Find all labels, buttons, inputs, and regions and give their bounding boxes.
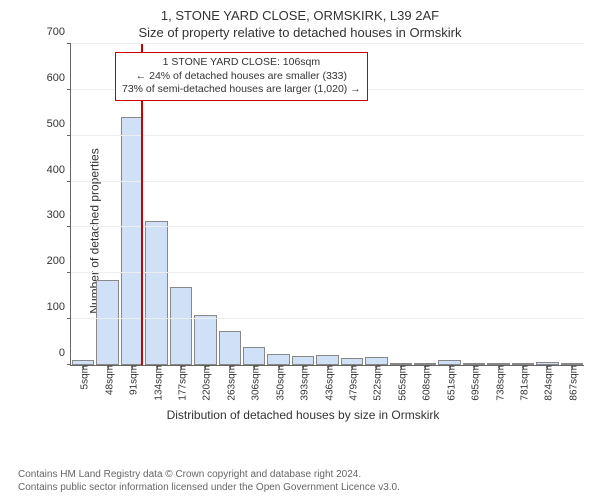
bar [145, 221, 167, 365]
xtick-label: 393sqm [296, 365, 311, 401]
xtick-label: 306sqm [247, 365, 262, 401]
x-axis-label: Distribution of detached houses by size … [18, 408, 588, 422]
xtick-label: 565sqm [393, 365, 408, 401]
xtick-label: 263sqm [222, 365, 237, 401]
ytick-label: 600 [47, 72, 71, 84]
annotation-line: ← 24% of detached houses are smaller (33… [122, 70, 361, 84]
xtick-label: 608sqm [418, 365, 433, 401]
gridline [71, 43, 584, 44]
bar [341, 358, 363, 365]
chart-subtitle: Size of property relative to detached ho… [0, 23, 600, 44]
xtick-label: 824sqm [540, 365, 555, 401]
xtick-label: 134sqm [149, 365, 164, 401]
ytick-mark [67, 364, 71, 365]
gridline [71, 318, 584, 319]
xtick-label: 5sqm [76, 365, 91, 389]
bar [316, 355, 338, 365]
bar [365, 357, 387, 365]
bar [243, 347, 265, 365]
xtick-label: 781sqm [515, 365, 530, 401]
ytick-mark [67, 89, 71, 90]
footer-line-1: Contains HM Land Registry data © Crown c… [18, 469, 400, 482]
ytick-label: 300 [47, 209, 71, 221]
xtick-label: 436sqm [320, 365, 335, 401]
annotation-line: 1 STONE YARD CLOSE: 106sqm [122, 56, 361, 70]
bar [267, 354, 289, 365]
ytick-mark [67, 226, 71, 227]
xtick-label: 867sqm [564, 365, 579, 401]
xtick-label: 220sqm [198, 365, 213, 401]
xtick-label: 738sqm [491, 365, 506, 401]
ytick-label: 200 [47, 255, 71, 267]
ytick-label: 400 [47, 164, 71, 176]
ytick-mark [67, 318, 71, 319]
ytick-label: 100 [47, 301, 71, 313]
xtick-label: 91sqm [125, 365, 140, 395]
bar [292, 356, 314, 365]
ytick-label: 500 [47, 118, 71, 130]
chart-container: Number of detached properties 5sqm48sqm9… [18, 42, 588, 420]
gridline [71, 272, 584, 273]
gridline [71, 226, 584, 227]
xtick-label: 48sqm [100, 365, 115, 395]
xtick-label: 651sqm [442, 365, 457, 401]
page-title: 1, STONE YARD CLOSE, ORMSKIRK, L39 2AF [0, 0, 600, 23]
xtick-label: 695sqm [467, 365, 482, 401]
footer-line-2: Contains public sector information licen… [18, 482, 400, 495]
annotation-line: 73% of semi-detached houses are larger (… [122, 83, 361, 97]
bar [96, 280, 118, 365]
xtick-label: 522sqm [369, 365, 384, 401]
xtick-label: 350sqm [271, 365, 286, 401]
bar [194, 315, 216, 365]
bar [170, 287, 192, 365]
bar [219, 331, 241, 365]
ytick-mark [67, 43, 71, 44]
xtick-label: 479sqm [344, 365, 359, 401]
ytick-label: 0 [59, 347, 71, 359]
ytick-mark [67, 272, 71, 273]
gridline [71, 135, 584, 136]
plot-area: 5sqm48sqm91sqm134sqm177sqm220sqm263sqm30… [70, 44, 584, 366]
ytick-mark [67, 135, 71, 136]
footer-credits: Contains HM Land Registry data © Crown c… [18, 469, 400, 494]
xtick-label: 177sqm [173, 365, 188, 401]
ytick-label: 700 [47, 26, 71, 38]
ytick-mark [67, 181, 71, 182]
gridline [71, 181, 584, 182]
annotation-box: 1 STONE YARD CLOSE: 106sqm← 24% of detac… [115, 52, 368, 101]
